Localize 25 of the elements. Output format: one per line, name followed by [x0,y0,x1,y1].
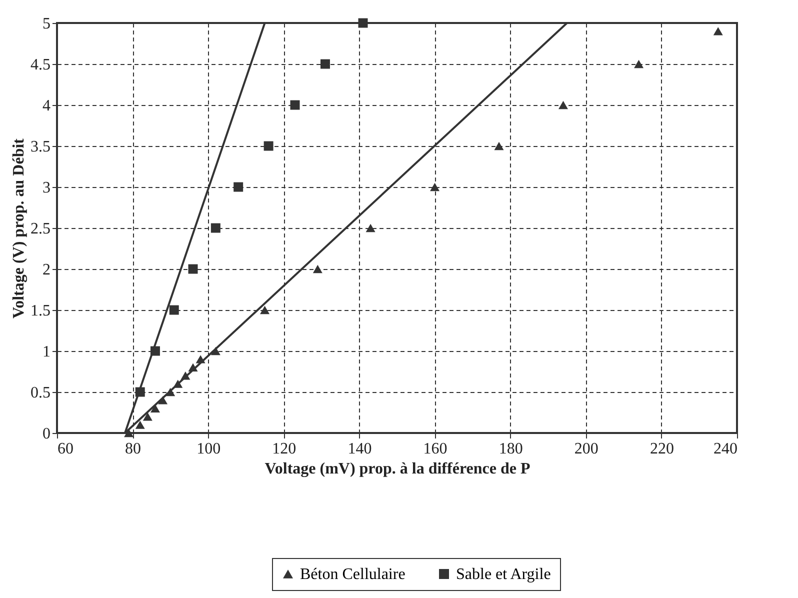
x-tick-label: 140 [348,440,372,458]
legend-label: Béton Cellulaire [300,566,406,583]
legend-label: Sable et Argile [456,566,551,583]
x-axis-title: Voltage (mV) prop. à la différence de P [264,460,530,478]
y-tick-label: 2 [42,262,50,278]
y-tick-label: 2.5 [30,220,50,238]
y-axis-title: Voltage (V) prop. au Débit [10,138,28,319]
x-tick-label: 60 [58,440,74,458]
x-tick-label: 220 [650,440,674,458]
y-tick-label: 1 [42,344,50,360]
y-tick-label: 3.5 [30,138,50,156]
x-tick-label: 160 [423,440,448,458]
y-tick-label: 4 [42,98,50,114]
y-tick-label: 5 [42,16,50,32]
y-tick-label: 0 [42,426,50,442]
x-tick-label: 100 [196,440,221,458]
x-tick-label: 200 [574,440,598,458]
x-tick-label: 240 [714,440,738,458]
y-tick-label: 0.5 [30,384,50,402]
x-tick-label: 80 [125,440,142,458]
y-tick-label: 3 [42,180,50,196]
y-tick-label: 4.5 [30,56,50,74]
x-tick-label: 120 [272,440,296,458]
y-tick-label: 1.5 [30,302,50,320]
x-tick-label: 180 [498,440,523,458]
